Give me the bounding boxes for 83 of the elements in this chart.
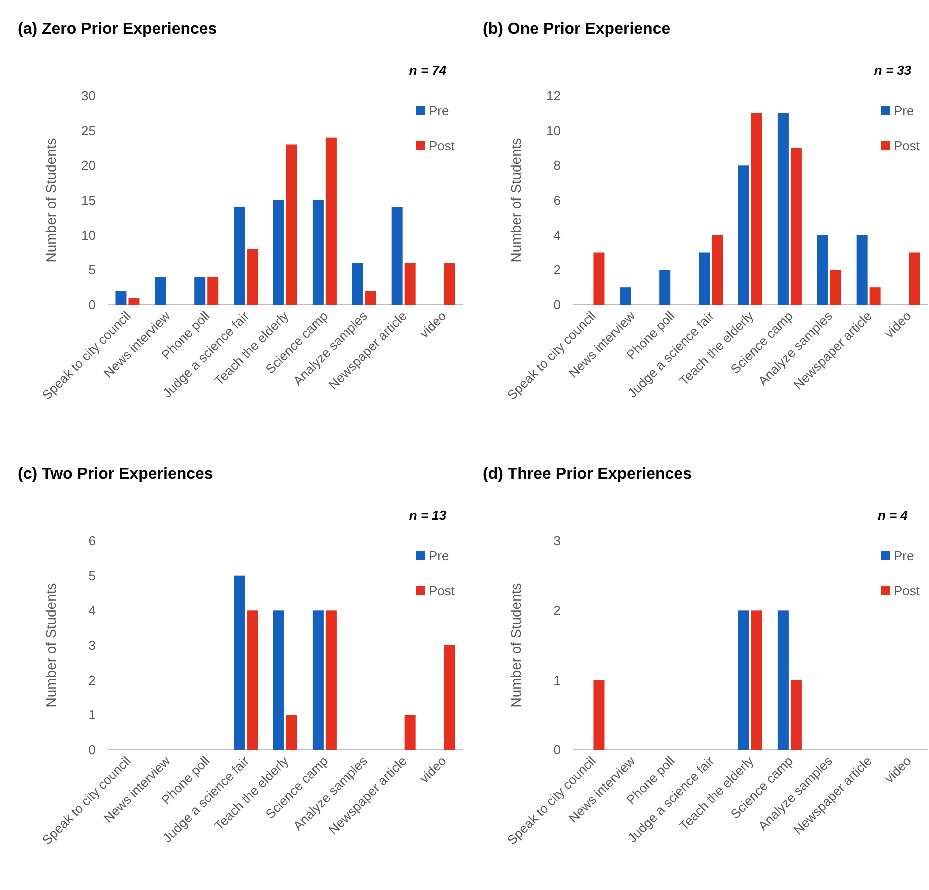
y-tick-label: 1 <box>88 708 96 723</box>
bar <box>752 113 762 305</box>
y-tick-label: 4 <box>554 228 561 243</box>
bar <box>712 235 724 305</box>
y-axis-title: Number of Students <box>43 583 59 708</box>
chart-title: (c) Two Prior Experiences <box>18 466 214 483</box>
bar <box>286 715 298 750</box>
text: n = 33 <box>874 63 912 78</box>
y-tick-label: 10 <box>546 123 561 138</box>
y-tick-label: 20 <box>82 158 96 174</box>
bar <box>778 113 789 305</box>
bar <box>404 263 416 305</box>
y-tick-label: 6 <box>88 534 96 549</box>
legend-label: Post <box>429 584 456 599</box>
bar <box>404 715 416 750</box>
bar <box>274 610 284 750</box>
chart-title: (b) One Prior Experience <box>483 21 671 38</box>
bar <box>234 207 246 305</box>
y-tick-label: 3 <box>554 534 561 549</box>
chart-title: (a) Zero Prior Experiences <box>18 21 218 38</box>
y-tick-label: 1 <box>554 672 561 688</box>
chart-title: (d) Three Prior Experiences <box>483 466 692 483</box>
bar <box>274 200 284 305</box>
y-tick-label: 0 <box>88 742 96 758</box>
y-tick-label: 8 <box>554 158 561 174</box>
bar <box>870 288 881 305</box>
y-axis-title: Number of Students <box>43 138 59 263</box>
bar <box>594 252 605 305</box>
bar <box>856 235 868 305</box>
bar <box>326 138 337 305</box>
y-tick-label: 0 <box>554 298 561 313</box>
bar <box>128 298 140 305</box>
y-tick-label: 2 <box>88 672 96 688</box>
bar <box>116 291 127 305</box>
y-tick-label: 3 <box>88 638 96 654</box>
y-tick-label: 12 <box>546 88 561 104</box>
y-tick-label: 25 <box>82 123 96 138</box>
y-tick-label: 5 <box>88 262 96 278</box>
bar <box>909 252 920 305</box>
bar <box>620 288 632 305</box>
y-tick-label: 30 <box>82 88 96 104</box>
y-tick-label: 6 <box>554 193 561 208</box>
bar <box>392 207 403 305</box>
bar <box>247 610 258 750</box>
y-tick-label: 0 <box>88 298 96 313</box>
bar <box>830 270 842 305</box>
y-axis-title: Number of Students <box>508 138 524 263</box>
bar <box>155 277 166 305</box>
bar <box>352 263 364 305</box>
bar <box>194 277 206 305</box>
legend-label: Pre <box>429 548 450 564</box>
bar <box>247 249 258 305</box>
bar <box>817 235 828 305</box>
y-tick-label: 10 <box>82 228 96 243</box>
bar <box>738 166 750 305</box>
bar <box>326 610 337 750</box>
bar <box>286 144 298 305</box>
legend-label: Post <box>894 584 920 599</box>
bar <box>312 610 324 750</box>
legend-label: Post <box>894 138 920 154</box>
y-tick-label: 4 <box>88 603 96 618</box>
y-tick-label: 15 <box>82 193 96 208</box>
text: n = 4 <box>878 508 909 523</box>
legend-label: Pre <box>429 104 450 119</box>
y-axis-title: Number of Students <box>508 583 524 708</box>
y-tick-label: 2 <box>554 603 561 618</box>
legend-label: Pre <box>894 548 914 564</box>
bar <box>208 277 219 305</box>
bar <box>699 252 710 305</box>
legend-label: Post <box>429 138 456 154</box>
bar <box>444 263 456 305</box>
text: n = 74 <box>409 63 448 78</box>
y-tick-label: 5 <box>88 568 96 584</box>
y-tick-label: 0 <box>554 742 561 758</box>
bar <box>234 576 246 750</box>
text: n = 13 <box>409 508 448 523</box>
bar <box>365 291 376 305</box>
bar <box>444 646 456 750</box>
bar <box>660 270 671 305</box>
legend-label: Pre <box>894 104 914 119</box>
y-tick-label: 2 <box>554 262 561 278</box>
bar <box>790 148 802 305</box>
bar <box>312 200 324 305</box>
